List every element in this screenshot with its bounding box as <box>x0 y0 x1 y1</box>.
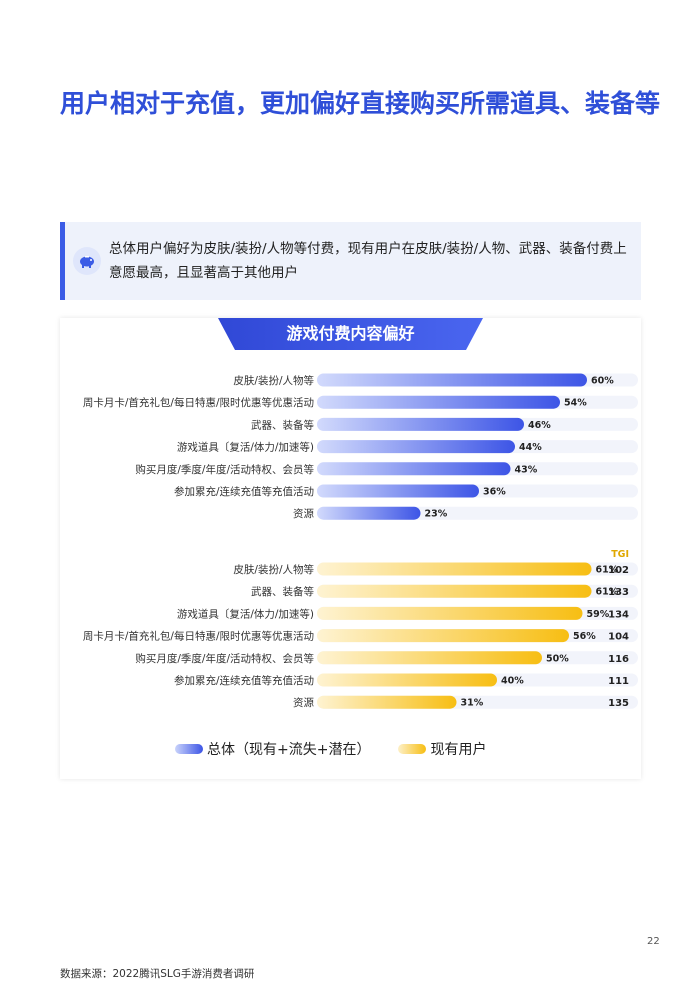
category-label-total: 皮肤/装扮/人物等 <box>233 374 314 387</box>
tgi-value: 111 <box>608 676 629 687</box>
value-label-current: 56% <box>573 631 596 642</box>
tgi-value: 134 <box>608 609 629 620</box>
value-label-total: 60% <box>591 376 614 387</box>
legend-label-current: 现有用户 <box>430 742 487 758</box>
category-label-current: 购买月度/季度/年度/活动特权、会员等 <box>135 652 314 665</box>
value-label-total: 43% <box>515 464 538 475</box>
page-number: 22 <box>647 936 660 947</box>
value-label-current: 31% <box>461 698 484 709</box>
value-label-current: 40% <box>501 676 524 687</box>
tgi-value: 102 <box>608 565 629 576</box>
chart-title-banner <box>218 318 483 350</box>
category-label-current: 参加累充/连续充值等充值活动 <box>174 674 314 687</box>
category-label-current: 周卡月卡/首充礼包/每日特惠/限时优惠等优惠活动 <box>83 630 314 643</box>
value-label-current: 61% <box>596 565 619 576</box>
bar-current <box>317 562 592 576</box>
category-label-total: 游戏道具〔复活/体力/加速等) <box>177 441 314 454</box>
piggy-bank-icon <box>73 247 101 275</box>
tgi-value: 135 <box>608 698 629 709</box>
category-label-current: 皮肤/装扮/人物等 <box>233 563 314 576</box>
bar-total <box>317 373 587 387</box>
value-label-total: 23% <box>425 509 448 520</box>
bar-total <box>317 462 511 476</box>
tgi-header: TGI <box>611 549 629 560</box>
category-label-current: 游戏道具〔复活/体力/加速等) <box>177 607 314 620</box>
insight-text: 总体用户偏好为皮肤/装扮/人物等付费，现有用户在皮肤/装扮/人物、武器、装备付费… <box>109 241 627 281</box>
page-title: 用户相对于充值，更加偏好直接购买所需道具、装备等 <box>60 89 661 118</box>
bar-total <box>317 417 524 431</box>
bar-current <box>317 695 457 709</box>
tgi-value: 133 <box>608 587 629 598</box>
bar-total <box>317 395 560 409</box>
insight-box: 总体用户偏好为皮肤/装扮/人物等付费，现有用户在皮肤/装扮/人物、武器、装备付费… <box>60 222 641 300</box>
value-label-total: 54% <box>564 398 587 409</box>
bar-current <box>317 584 592 598</box>
legend-label-total: 总体（现有+流失+潜在） <box>207 742 371 758</box>
bar-current <box>317 606 583 620</box>
bar-current <box>317 673 497 687</box>
tgi-value: 116 <box>608 654 629 665</box>
category-label-current: 资源 <box>293 696 314 709</box>
value-label-current: 61% <box>596 587 619 598</box>
value-label-total: 46% <box>528 420 551 431</box>
bar-current <box>317 629 569 643</box>
category-label-total: 购买月度/季度/年度/活动特权、会员等 <box>135 463 314 476</box>
bar-current <box>317 651 542 665</box>
data-source: 数据来源：2022腾讯SLG手游消费者调研 <box>60 968 255 980</box>
bar-chart: 皮肤/装扮/人物等 60% 周卡月卡/首充礼包/每日特惠/限时优惠等优惠活动 54% 武… <box>83 373 638 709</box>
chart-legend: 总体（现有+流失+潜在） 现有用户 <box>175 739 486 759</box>
value-label-total: 44% <box>519 442 542 453</box>
category-label-total: 参加累充/连续充值等充值活动 <box>174 485 314 498</box>
legend-swatch-total <box>175 744 203 754</box>
category-label-total: 武器、装备等 <box>251 418 314 431</box>
value-label-current: 50% <box>546 653 569 664</box>
category-label-total: 资源 <box>293 507 314 520</box>
chart-title: 游戏付费内容偏好 <box>286 324 415 343</box>
category-label-current: 武器、装备等 <box>251 585 314 598</box>
value-label-current: 59% <box>587 609 610 620</box>
bar-total <box>317 484 479 498</box>
chart-card: 游戏付费内容偏好 皮肤/装扮/人物等 60% 周卡月卡/首充礼包/每日特惠/限时优惠… <box>60 318 641 779</box>
legend-swatch-current <box>398 744 427 754</box>
bar-total <box>317 440 515 454</box>
bar-total <box>317 506 421 520</box>
category-label-total: 周卡月卡/首充礼包/每日特惠/限时优惠等优惠活动 <box>83 396 314 409</box>
tgi-value: 104 <box>608 632 629 643</box>
value-label-total: 36% <box>483 487 506 498</box>
